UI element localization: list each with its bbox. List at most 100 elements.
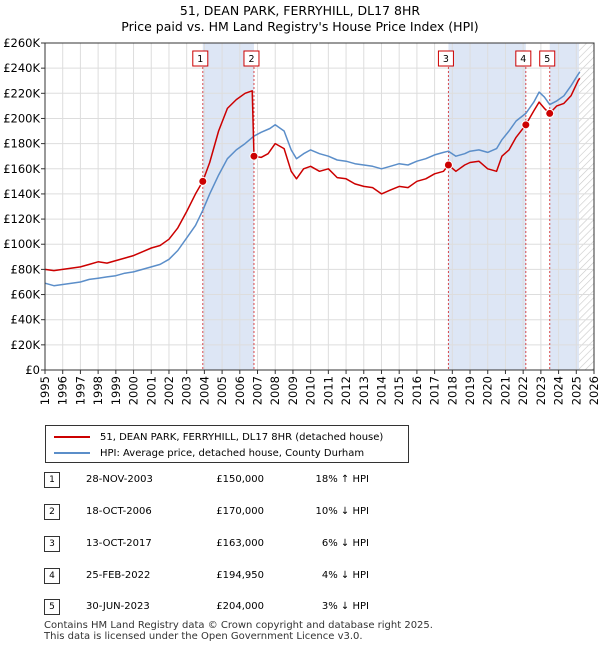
- chart-title: 51, DEAN PARK, FERRYHILL, DL17 8HR: [179, 3, 421, 18]
- sale-marker-box-frame: [539, 50, 556, 67]
- y-tick-label: £160K: [3, 162, 40, 176]
- future-hatch-area: [578, 43, 594, 370]
- x-tick-label: 2026: [587, 376, 600, 405]
- sale-price: £170,000: [216, 506, 264, 517]
- sale-marker-point: [545, 108, 555, 118]
- x-tick-label: 2004: [197, 376, 211, 405]
- legend-item-property: 51, DEAN PARK, FERRYHILL, DL17 8HR (deta…: [54, 430, 383, 444]
- sale-marker-box-frame: [515, 50, 532, 67]
- x-tick-label: 2000: [127, 376, 141, 405]
- sale-number-badge: 5: [44, 599, 60, 615]
- sale-marker-number: 1: [197, 54, 203, 65]
- sale-marker-box: 3: [437, 50, 454, 67]
- chart-subtitle: Price paid vs. HM Land Registry's House …: [121, 19, 479, 34]
- sale-row: 3 13-OCT-2017 £163,000 6% ↓ HPI: [44, 536, 464, 552]
- x-tick-label: 2019: [463, 376, 477, 405]
- x-tick-label: 1998: [91, 376, 105, 405]
- x-tick-label: 2020: [481, 376, 495, 405]
- y-tick-label: £60K: [11, 288, 41, 302]
- sale-row: 4 25-FEB-2022 £194,950 4% ↓ HPI: [44, 568, 464, 584]
- y-tick-label: £140K: [3, 187, 40, 201]
- x-tick-label: 2025: [569, 376, 583, 405]
- x-tick-label: 2016: [410, 376, 424, 405]
- x-tick-label: 2013: [357, 376, 371, 405]
- sale-hpi-change: 6% ↓ HPI: [321, 538, 369, 549]
- x-tick-label: 2002: [162, 376, 176, 405]
- x-tick-label: 2011: [321, 376, 335, 405]
- sale-marker-point: [249, 151, 259, 161]
- x-tick-label: 2009: [286, 376, 300, 405]
- x-tick-label: 2008: [268, 376, 282, 405]
- y-tick-label: £180K: [3, 137, 40, 151]
- sale-number-badge: 2: [44, 504, 60, 520]
- sale-price: £163,000: [216, 538, 264, 549]
- x-tick-label: 2017: [428, 376, 442, 405]
- y-tick-label: £120K: [3, 212, 40, 226]
- sale-marker-box-frame: [243, 50, 260, 67]
- sale-marker-point: [521, 120, 531, 130]
- sale-marker-box: 2: [243, 50, 260, 67]
- x-tick-label: 2024: [552, 376, 566, 405]
- sale-row: 1 28-NOV-2003 £150,000 18% ↑ HPI: [44, 472, 464, 488]
- sale-date: 30-JUN-2023: [86, 601, 150, 612]
- sale-marker-point: [443, 160, 453, 170]
- sale-hpi-change: 3% ↓ HPI: [321, 601, 369, 612]
- x-tick-label: 2018: [445, 376, 459, 405]
- shaded-period: [202, 43, 254, 370]
- sale-date: 25-FEB-2022: [86, 570, 151, 581]
- y-tick-label: £40K: [11, 313, 41, 327]
- x-tick-label: 2021: [498, 376, 512, 405]
- x-tick-label: 2012: [339, 376, 353, 405]
- sale-price: £150,000: [216, 474, 264, 485]
- legend-swatch-blue: [54, 452, 90, 454]
- plot-frame: [44, 42, 595, 371]
- legend-label-property: 51, DEAN PARK, FERRYHILL, DL17 8HR (deta…: [100, 431, 384, 443]
- sale-marker-number: 3: [443, 54, 449, 65]
- legend-swatch-red: [54, 436, 90, 438]
- x-tick-label: 1997: [73, 376, 87, 405]
- sale-date: 18-OCT-2006: [86, 506, 152, 517]
- y-tick-label: £20K: [11, 338, 41, 352]
- x-tick-label: 2001: [144, 376, 158, 405]
- sale-row: 5 30-JUN-2023 £204,000 3% ↓ HPI: [44, 599, 464, 615]
- legend: 51, DEAN PARK, FERRYHILL, DL17 8HR (deta…: [45, 425, 409, 463]
- sale-marker-number: 2: [248, 54, 254, 65]
- sale-marker-number: 5: [544, 54, 550, 65]
- x-tick-label: 2003: [180, 376, 194, 405]
- x-tick-label: 2005: [215, 376, 229, 405]
- sale-marker-box-frame: [437, 50, 454, 67]
- y-tick-label: £0: [25, 363, 40, 377]
- sale-marker-box: 5: [539, 50, 556, 67]
- x-tick-label: 2022: [516, 376, 530, 405]
- chart-title-block: 51, DEAN PARK, FERRYHILL, DL17 8HR Price…: [0, 3, 600, 35]
- sale-marker-point: [198, 176, 208, 186]
- x-tick-label: 2015: [392, 376, 406, 405]
- y-tick-label: £220K: [3, 86, 40, 100]
- sale-number-badge: 1: [44, 472, 60, 488]
- y-tick-label: £200K: [3, 111, 40, 125]
- sale-date: 28-NOV-2003: [86, 474, 153, 485]
- sale-number-badge: 4: [44, 568, 60, 584]
- legend-item-hpi: HPI: Average price, detached house, Coun…: [54, 446, 364, 460]
- x-tick-label: 1995: [38, 376, 52, 405]
- x-tick-label: 2007: [251, 376, 265, 405]
- footer-copyright: Contains HM Land Registry data © Crown c…: [44, 620, 433, 631]
- sale-marker-box: 1: [192, 50, 209, 67]
- shaded-period: [448, 43, 526, 370]
- legend-label-hpi: HPI: Average price, detached house, Coun…: [100, 447, 365, 459]
- sale-hpi-change: 10% ↓ HPI: [315, 506, 369, 517]
- sale-marker-box-frame: [192, 50, 209, 67]
- sale-hpi-change: 18% ↑ HPI: [315, 474, 369, 485]
- sale-date: 13-OCT-2017: [86, 538, 152, 549]
- footer: Contains HM Land Registry data © Crown c…: [44, 620, 433, 642]
- x-tick-label: 2006: [233, 376, 247, 405]
- sale-marker-box: 4: [515, 50, 532, 67]
- x-tick-label: 2014: [374, 376, 388, 405]
- sale-hpi-change: 4% ↓ HPI: [321, 570, 369, 581]
- x-tick-label: 1996: [56, 376, 70, 405]
- y-tick-label: £80K: [11, 262, 41, 276]
- y-tick-label: £260K: [3, 36, 40, 50]
- x-tick-label: 1999: [109, 376, 123, 405]
- x-tick-label: 2010: [304, 376, 318, 405]
- sale-number-badge: 3: [44, 536, 60, 552]
